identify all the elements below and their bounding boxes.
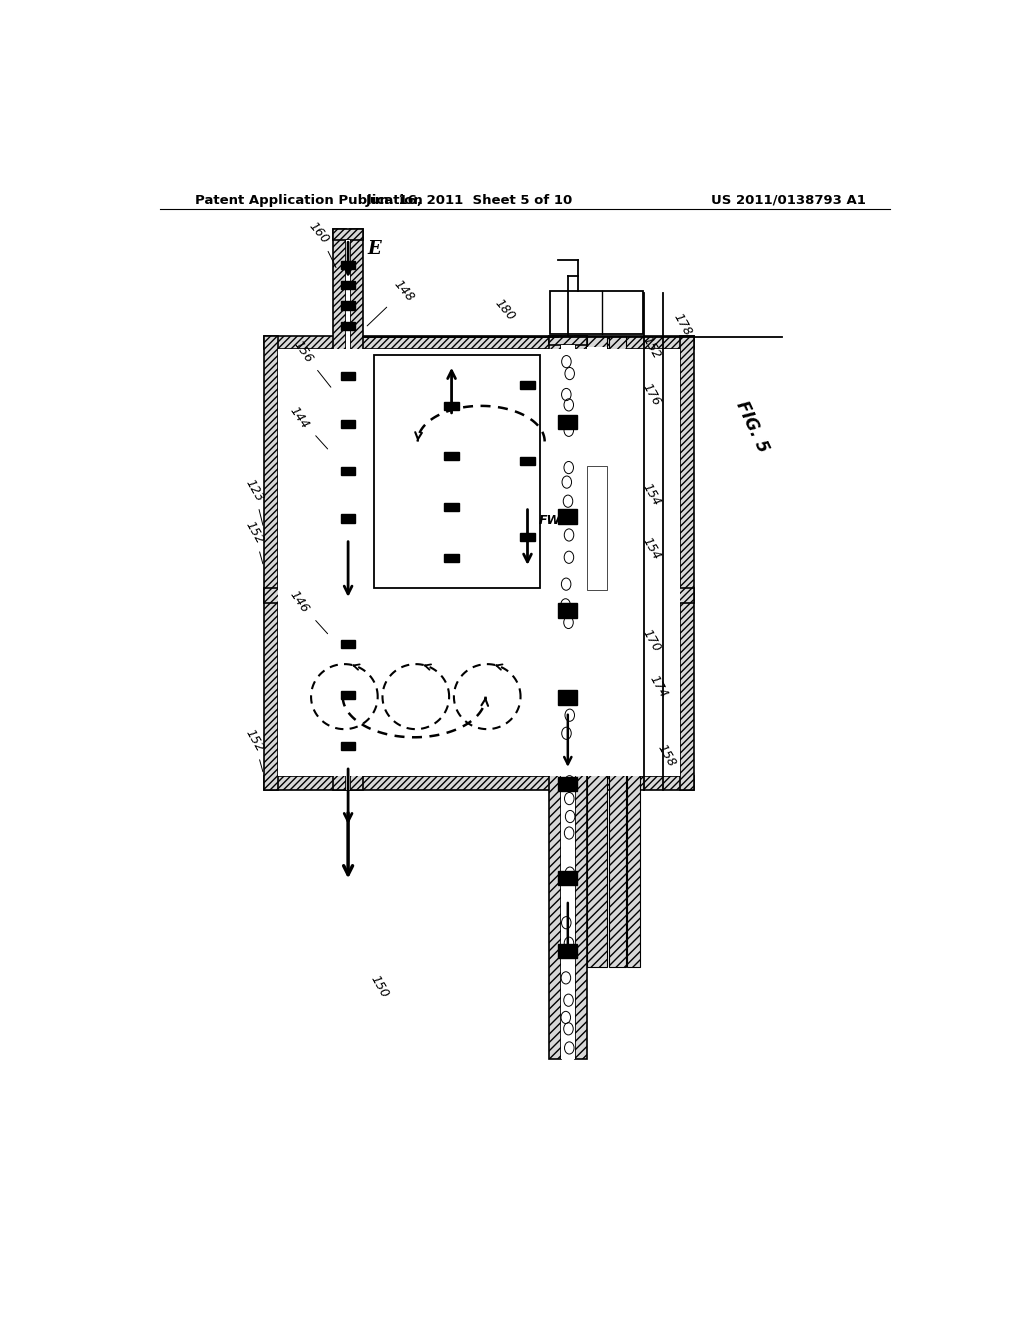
Bar: [391, 356, 413, 586]
Bar: [263, 589, 693, 603]
Bar: [341, 690, 355, 700]
Bar: [444, 503, 459, 511]
Bar: [334, 230, 362, 240]
Text: 148: 148: [368, 277, 417, 326]
Bar: [341, 301, 355, 309]
Text: 180: 180: [493, 297, 518, 323]
Bar: [558, 416, 578, 429]
Text: 170: 170: [640, 627, 663, 655]
Bar: [278, 350, 680, 776]
Text: 152: 152: [243, 519, 266, 564]
Bar: [341, 281, 355, 289]
Bar: [341, 322, 355, 330]
Text: 160: 160: [306, 219, 336, 268]
Bar: [520, 533, 535, 541]
Text: 144: 144: [287, 404, 328, 449]
Text: US 2011/0138793 A1: US 2011/0138793 A1: [712, 194, 866, 207]
Text: 123: 123: [243, 477, 266, 525]
Text: 150: 150: [369, 973, 391, 1001]
Bar: [550, 290, 643, 334]
Bar: [341, 640, 355, 648]
Text: 152: 152: [640, 334, 663, 362]
Text: 174: 174: [647, 673, 671, 701]
Bar: [549, 335, 587, 346]
Bar: [375, 355, 541, 589]
Text: 156: 156: [291, 338, 331, 387]
Bar: [263, 776, 693, 789]
Text: 154: 154: [640, 480, 663, 508]
Bar: [558, 871, 578, 886]
Text: E: E: [368, 240, 381, 259]
Bar: [444, 553, 459, 561]
Text: FW: FW: [539, 515, 561, 527]
Bar: [627, 603, 640, 966]
Bar: [341, 515, 355, 523]
Text: 154: 154: [640, 535, 663, 562]
Bar: [444, 401, 459, 409]
Bar: [341, 420, 355, 428]
Bar: [520, 457, 535, 466]
Bar: [574, 335, 587, 1059]
Bar: [680, 335, 693, 789]
Bar: [558, 603, 578, 618]
Bar: [263, 335, 693, 350]
Text: 176: 176: [640, 380, 663, 408]
Text: 158: 158: [655, 742, 678, 770]
Text: FIG. 5: FIG. 5: [732, 397, 772, 455]
Bar: [341, 261, 355, 269]
Bar: [558, 690, 578, 705]
Bar: [341, 372, 355, 380]
Bar: [341, 467, 355, 475]
Text: 178: 178: [671, 312, 693, 338]
Bar: [549, 335, 561, 1059]
Bar: [558, 944, 578, 958]
Bar: [490, 356, 512, 586]
Bar: [350, 230, 362, 789]
Bar: [334, 230, 346, 789]
Text: Jun. 16, 2011  Sheet 5 of 10: Jun. 16, 2011 Sheet 5 of 10: [366, 194, 572, 207]
Bar: [587, 347, 607, 466]
Bar: [558, 510, 578, 524]
Bar: [341, 742, 355, 750]
Bar: [608, 335, 626, 966]
Bar: [444, 453, 459, 461]
Bar: [558, 777, 578, 792]
Bar: [520, 381, 535, 389]
Bar: [263, 335, 278, 789]
Text: 146: 146: [287, 589, 328, 634]
Text: 152: 152: [243, 727, 266, 772]
Bar: [587, 466, 607, 590]
Bar: [587, 335, 607, 966]
Text: Patent Application Publication: Patent Application Publication: [196, 194, 423, 207]
Bar: [346, 240, 350, 789]
Bar: [561, 346, 574, 1059]
